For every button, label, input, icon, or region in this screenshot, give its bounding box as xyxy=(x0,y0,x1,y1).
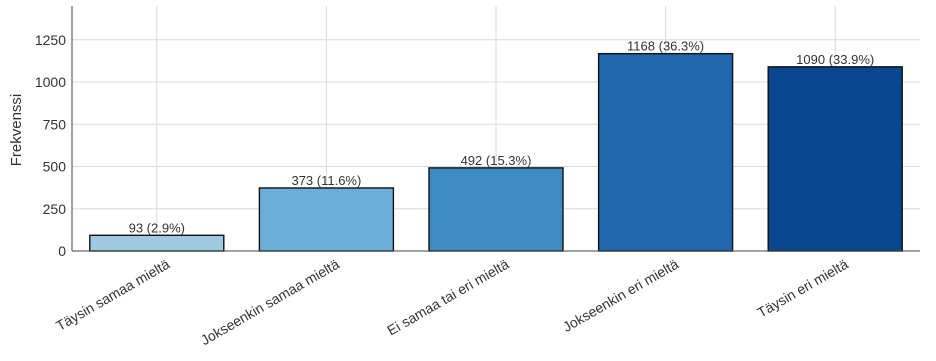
bar-data-label: 373 (11.6%) xyxy=(291,173,361,188)
bar xyxy=(597,52,734,252)
bar-data-label: 1168 (36.3%) xyxy=(627,39,704,54)
y-tick-label: 250 xyxy=(43,201,67,217)
y-tick-label: 1250 xyxy=(35,32,66,48)
bars xyxy=(89,52,903,252)
x-tick-label: Ei samaa tai eri mieltä xyxy=(384,256,511,339)
y-tick-label: 750 xyxy=(43,116,67,132)
x-tick-label: Täysin eri mieltä xyxy=(754,256,850,321)
y-axis: 0 250 500 750 1000 1250 xyxy=(35,6,73,259)
x-tick-label: Jokseenkin eri mieltä xyxy=(560,256,681,335)
bar-data-label: 93 (2.9%) xyxy=(129,220,185,235)
y-tick-label: 500 xyxy=(43,159,67,175)
x-tick-label: Jokseenkin samaa mieltä xyxy=(198,256,342,349)
y-axis-title: Frekvenssi xyxy=(8,94,25,167)
bar xyxy=(428,167,564,252)
x-tick-label: Täysin samaa mieltä xyxy=(53,256,172,334)
bar xyxy=(767,66,903,252)
y-tick-label: 1000 xyxy=(35,74,66,90)
data-labels: 93 (2.9%) 373 (11.6%) 492 (15.3%) 1168 (36.… xyxy=(129,39,875,236)
y-tick-label: 0 xyxy=(58,243,66,259)
bar-data-label: 492 (15.3%) xyxy=(461,153,532,168)
bar xyxy=(89,234,225,252)
bar xyxy=(258,187,395,252)
x-axis: Täysin samaa mieltä Jokseenkin samaa miel… xyxy=(53,250,920,349)
bar-data-label: 1090 (33.9%) xyxy=(796,52,874,67)
